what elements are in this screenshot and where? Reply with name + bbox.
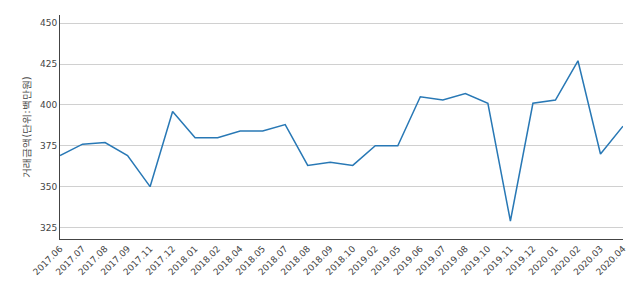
svg-text:2018.04: 2018.04 (211, 244, 245, 278)
svg-text:2019.02: 2019.02 (346, 244, 379, 277)
svg-text:400: 400 (40, 100, 57, 110)
svg-text:2018.09: 2018.09 (301, 244, 335, 278)
svg-text:450: 450 (40, 18, 57, 28)
svg-text:2020.04: 2020.04 (594, 244, 628, 278)
svg-text:거래금액(단위:백만원): 거래금액(단위:백만원) (21, 76, 32, 177)
svg-text:2020.01: 2020.01 (527, 244, 560, 277)
svg-text:2019.10: 2019.10 (459, 244, 493, 278)
svg-text:2017.11: 2017.11 (121, 244, 154, 277)
svg-text:2019.11: 2019.11 (482, 244, 515, 277)
svg-text:2019.06: 2019.06 (392, 244, 426, 278)
svg-text:2017.07: 2017.07 (54, 244, 87, 277)
svg-text:2019.12: 2019.12 (504, 244, 537, 277)
svg-text:2018.01: 2018.01 (166, 244, 199, 277)
svg-text:2017.08: 2017.08 (76, 244, 110, 278)
svg-text:2018.08: 2018.08 (279, 244, 313, 278)
svg-text:2020.02: 2020.02 (549, 244, 582, 277)
svg-text:425: 425 (40, 59, 57, 69)
svg-text:2019.05: 2019.05 (369, 244, 402, 277)
svg-text:2018.07: 2018.07 (256, 244, 289, 277)
svg-text:2018.05: 2018.05 (234, 244, 267, 277)
svg-text:2020.03: 2020.03 (572, 244, 605, 277)
svg-text:2018.10: 2018.10 (324, 244, 358, 278)
svg-text:325: 325 (40, 223, 57, 233)
svg-text:350: 350 (40, 182, 57, 192)
svg-text:2019.07: 2019.07 (414, 244, 447, 277)
svg-text:2017.06: 2017.06 (31, 244, 65, 278)
svg-text:2017.12: 2017.12 (144, 244, 177, 277)
svg-text:2019.08: 2019.08 (437, 244, 471, 278)
svg-text:2018.02: 2018.02 (189, 244, 222, 277)
svg-text:375: 375 (40, 141, 57, 151)
svg-text:2017.09: 2017.09 (99, 244, 133, 278)
